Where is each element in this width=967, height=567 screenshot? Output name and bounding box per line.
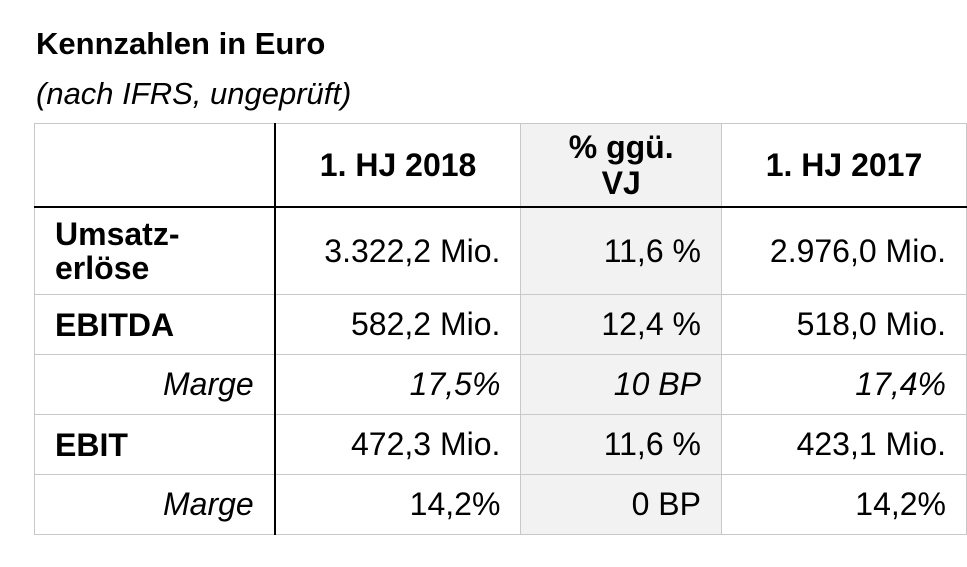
header-h1-2017: 1. HJ 2017 (720, 123, 967, 208)
row-label: Marge (33, 474, 276, 535)
row-label: EBIT (33, 414, 276, 475)
cell-change: 11,6 % (520, 206, 722, 295)
cell-h1-2018: 582,2 Mio. (274, 294, 522, 355)
header-change-label: % ggü. VJ (568, 129, 674, 201)
cell-h1-2018: 472,3 Mio. (274, 414, 522, 475)
cell-h1-2017: 17,4% (720, 354, 967, 415)
kpi-table: 1. HJ 2018 % ggü. VJ 1. HJ 2017 Umsatz-e… (33, 123, 967, 535)
cell-h1-2017: 14,2% (720, 474, 967, 535)
header-empty-cell (33, 123, 276, 208)
page-title: Kennzahlen in Euro (36, 26, 326, 61)
cell-change: 10 BP (520, 354, 722, 415)
header-change-vs-prior-year: % ggü. VJ (520, 123, 722, 208)
row-label: EBITDA (33, 294, 276, 355)
table-row-ebit-margin: Marge 14,2% 0 BP 14,2% (33, 474, 967, 535)
cell-h1-2017: 423,1 Mio. (720, 414, 967, 475)
cell-change: 11,6 % (520, 414, 722, 475)
table-row-ebitda: EBITDA 582,2 Mio. 12,4 % 518,0 Mio. (33, 294, 967, 355)
table-row-revenue: Umsatz-erlöse 3.322,2 Mio. 11,6 % 2.976,… (33, 206, 967, 295)
header-h1-2018: 1. HJ 2018 (274, 123, 522, 208)
row-label-text: Umsatz-erlöse (55, 216, 180, 286)
page-subtitle: (nach IFRS, ungeprüft) (36, 76, 352, 111)
table-header-row: 1. HJ 2018 % ggü. VJ 1. HJ 2017 (33, 123, 967, 208)
cell-h1-2018: 14,2% (274, 474, 522, 535)
cell-change: 12,4 % (520, 294, 722, 355)
cell-h1-2017: 2.976,0 Mio. (720, 206, 967, 295)
cell-change: 0 BP (520, 474, 722, 535)
cell-h1-2018: 3.322,2 Mio. (274, 206, 522, 295)
cell-h1-2017: 518,0 Mio. (720, 294, 967, 355)
row-label: Umsatz-erlöse (33, 206, 276, 295)
table-row-ebitda-margin: Marge 17,5% 10 BP 17,4% (33, 354, 967, 415)
row-label: Marge (33, 354, 276, 415)
cell-h1-2018: 17,5% (274, 354, 522, 415)
table-row-ebit: EBIT 472,3 Mio. 11,6 % 423,1 Mio. (33, 414, 967, 475)
